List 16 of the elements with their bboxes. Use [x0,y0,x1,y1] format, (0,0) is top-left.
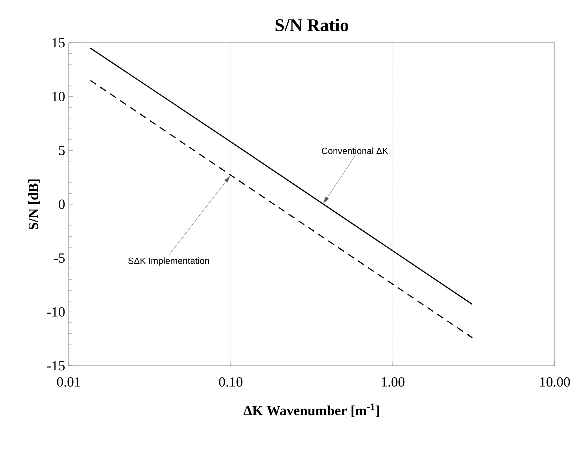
x-axis-title: ΔK Wavenumber [m$^{-1}$] [244,404,380,418]
y-tick-label: 15 [52,38,65,48]
x-tick-label: 10.00 [540,377,570,387]
y-axis-title: S/N [dB] [28,180,40,230]
annotation: Conventional ΔK [322,148,388,154]
chart-title: S/N Ratio [276,18,348,32]
y-tick-label: 10 [52,92,65,102]
annotation: SΔK Implementation [128,258,210,266]
x-tick-label: 1.00 [382,377,405,387]
y-tick-label: -10 [47,307,65,317]
y-tick-label: 0 [59,200,65,210]
y-tick-label: -15 [47,361,65,371]
y-tick-label: 5 [59,146,65,156]
y-tick-label: -5 [54,254,65,263]
x-tick-label: 0.10 [219,377,243,387]
x-tick-label: 0.01 [57,377,80,387]
